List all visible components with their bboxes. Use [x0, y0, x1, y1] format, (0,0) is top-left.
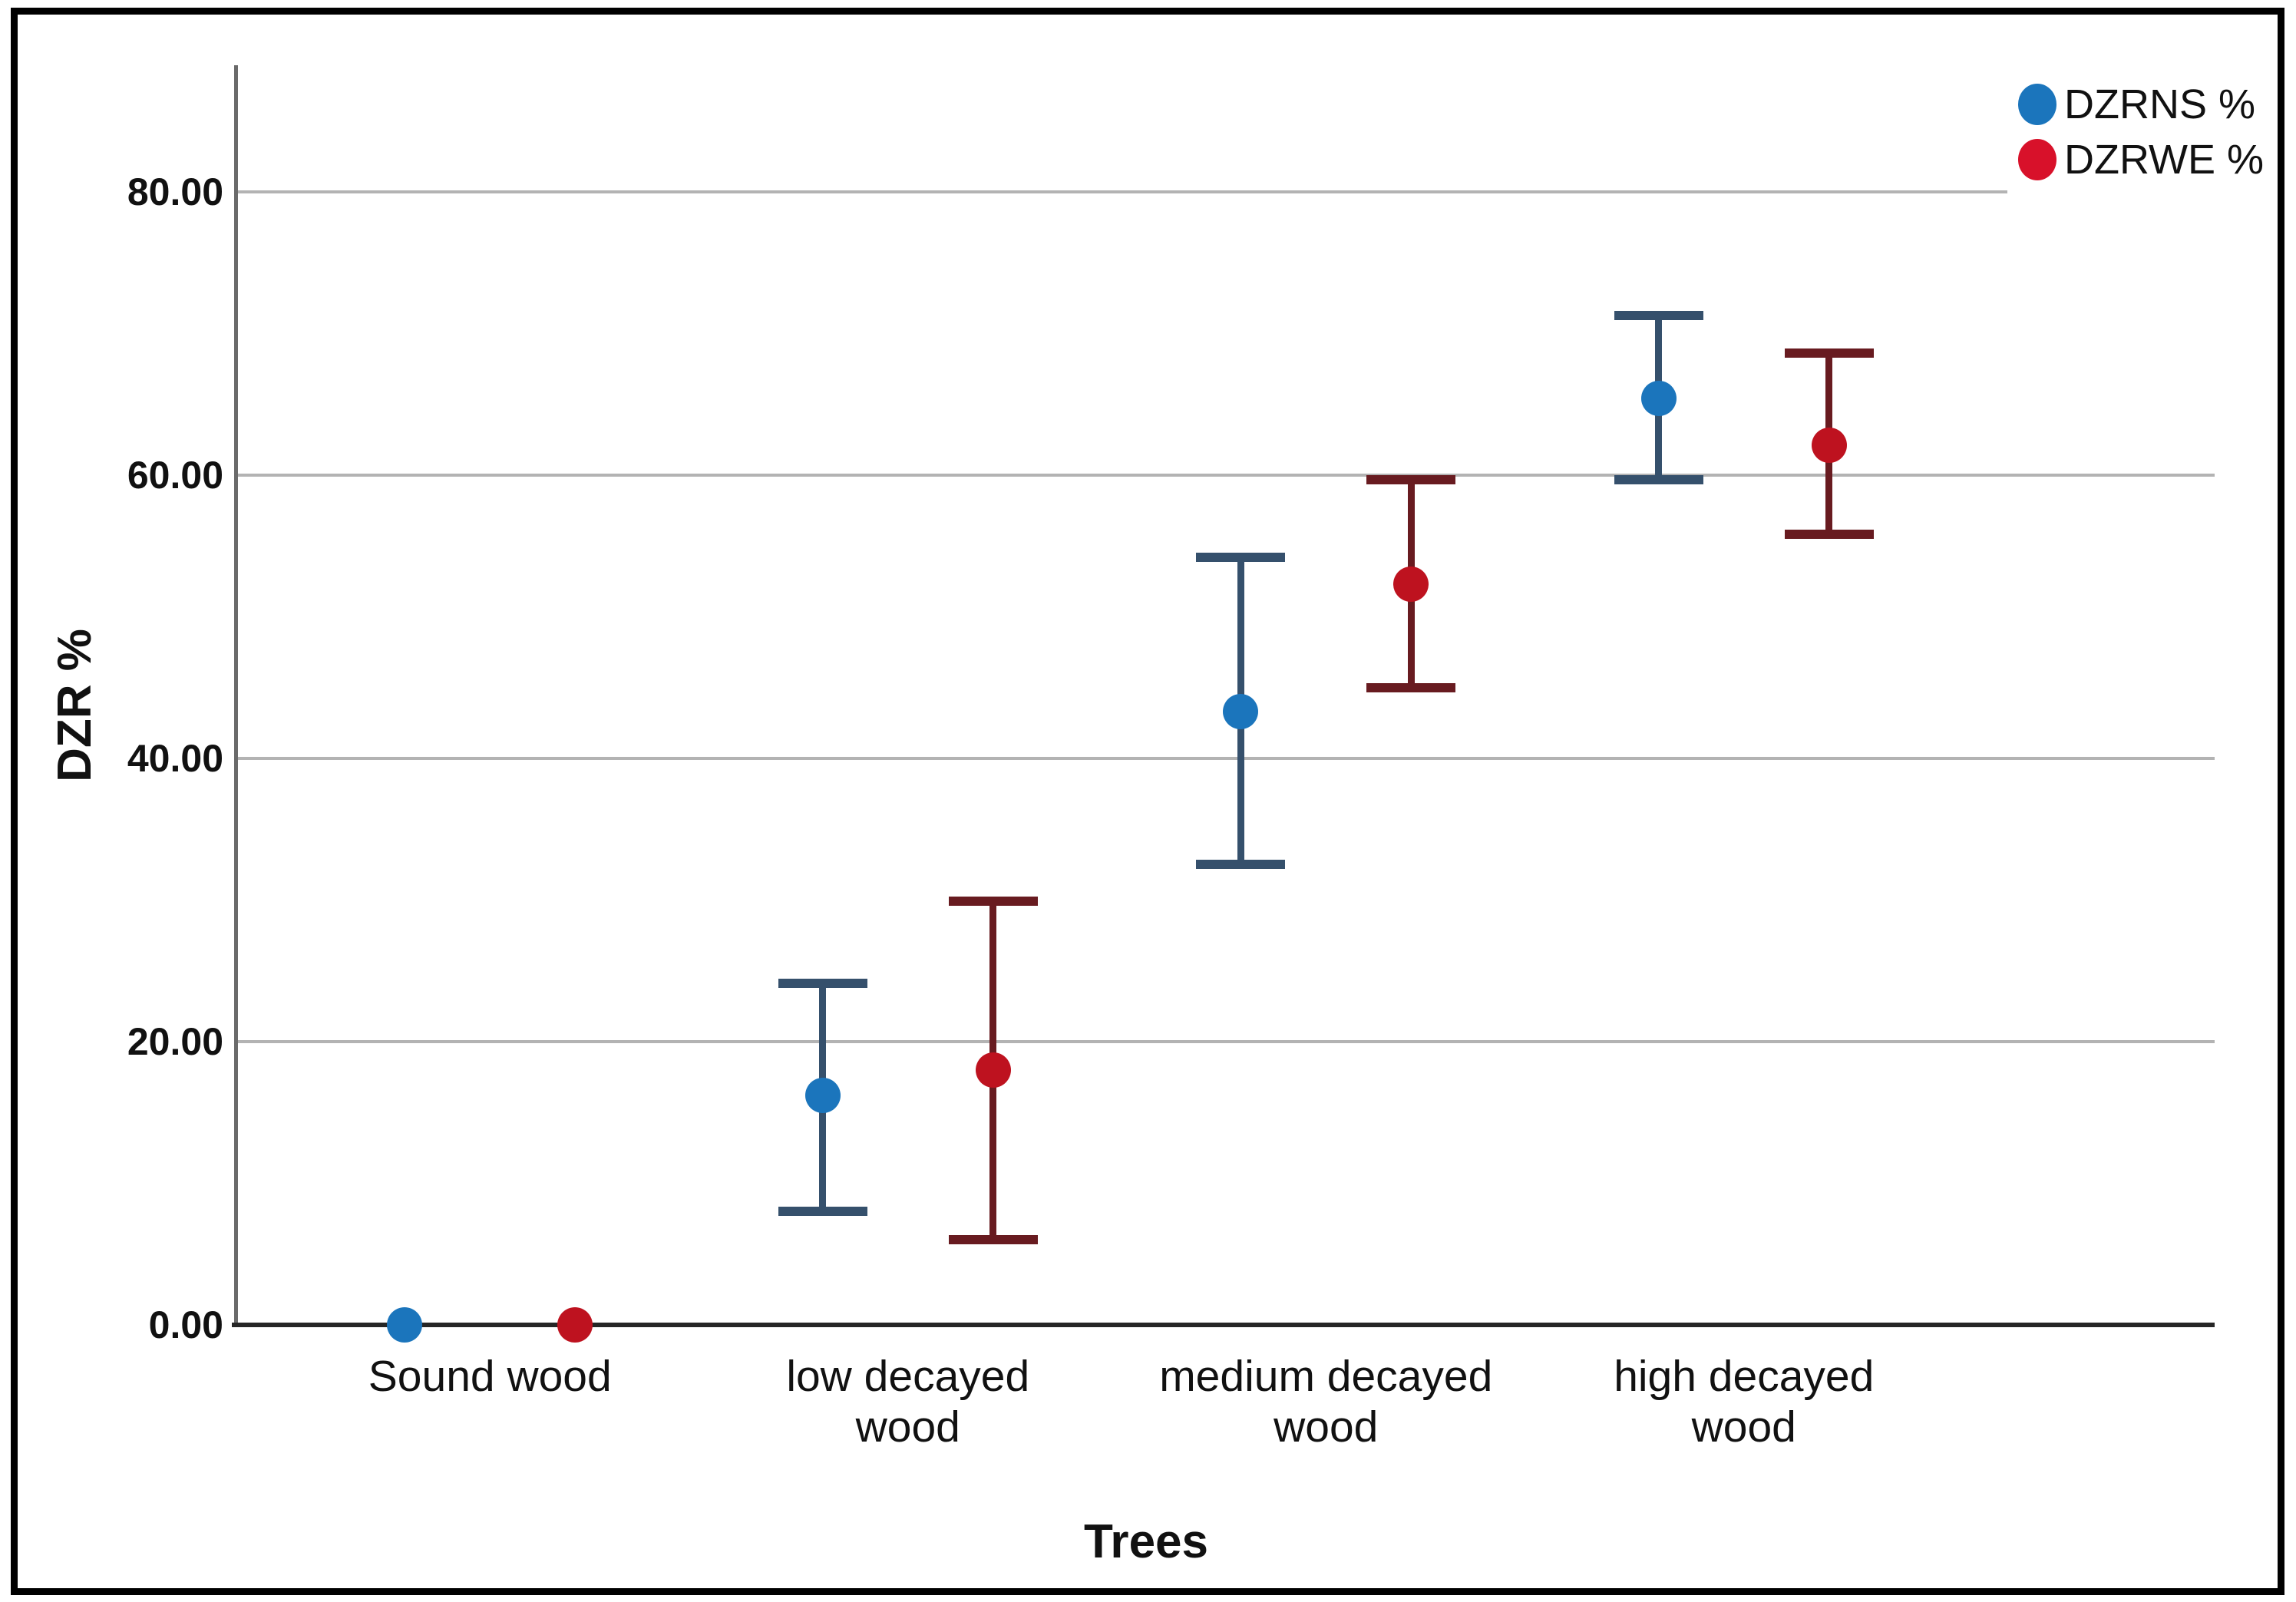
error-bar-cap-bottom-dzrns-high-decayed-wood	[1614, 474, 1703, 484]
legend-entry-dzrns: DZRNS %	[2007, 78, 2275, 131]
x-category-label: Sound wood	[368, 1352, 612, 1401]
data-point-dzrwe-low-decayed-wood	[975, 1052, 1011, 1088]
legend: DZRNS % DZRWE %	[2007, 78, 2275, 205]
gridline-80	[234, 190, 2215, 193]
data-point-dzrns-high-decayed-wood	[1640, 381, 1677, 417]
y-tick-label-20: 20.00	[127, 1020, 223, 1063]
gridline-20	[234, 1040, 2215, 1043]
error-bar-cap-top-dzrns-low-decayed-wood	[778, 979, 867, 989]
y-axis-line	[234, 65, 238, 1327]
x-axis-line	[232, 1323, 2215, 1327]
error-bar-cap-bottom-dzrwe-medium-decayed-wood	[1366, 682, 1456, 692]
error-bar-cap-top-dzrwe-high-decayed-wood	[1784, 348, 1874, 358]
data-point-dzrwe-medium-decayed-wood	[1393, 566, 1429, 603]
data-point-dzrwe-high-decayed-wood	[1811, 428, 1847, 464]
error-bar-cap-top-dzrwe-low-decayed-wood	[948, 897, 1038, 907]
error-bar-cap-top-dzrns-high-decayed-wood	[1614, 310, 1703, 320]
error-bar-cap-bottom-dzrns-low-decayed-wood	[778, 1207, 867, 1217]
x-axis-title: Trees	[1083, 1515, 1209, 1568]
legend-entry-dzrwe: DZRWE %	[2007, 133, 2275, 187]
legend-label-dzrwe: DZRWE %	[2064, 137, 2265, 183]
error-bar-cap-top-dzrns-medium-decayed-wood	[1196, 553, 1286, 562]
figure-frame: 0.00 20.00 40.00 60.00 80.00 Sound wood low de…	[11, 8, 2284, 1595]
y-tick-label-40: 40.00	[127, 737, 223, 780]
y-tick-label-80: 80.00	[127, 170, 223, 213]
x-category-label: medium decayed wood	[1159, 1352, 1493, 1452]
plot-area: 0.00 20.00 40.00 60.00 80.00 Sound wood low de…	[18, 15, 2278, 1588]
error-bar-cap-top-dzrwe-medium-decayed-wood	[1366, 474, 1456, 484]
data-point-dzrwe-sound-wood	[557, 1307, 593, 1343]
x-category-label: low decayed wood	[786, 1352, 1030, 1452]
data-point-dzrns-low-decayed-wood	[804, 1078, 841, 1114]
error-bar-cap-bottom-dzrwe-high-decayed-wood	[1784, 530, 1874, 540]
y-tick-label-0: 0.00	[148, 1303, 223, 1346]
y-tick-label-60: 60.00	[127, 454, 223, 497]
y-axis-title: DZR %	[48, 629, 101, 782]
dzrwe-series-marker-icon	[2018, 139, 2056, 180]
legend-label-dzrns: DZRNS %	[2064, 81, 2256, 127]
error-bar-cap-bottom-dzrns-medium-decayed-wood	[1196, 860, 1286, 870]
x-category-label: high decayed wood	[1614, 1352, 1875, 1452]
gridline-60	[234, 474, 2215, 477]
data-point-dzrns-sound-wood	[387, 1307, 423, 1343]
dzrns-series-marker-icon	[2018, 84, 2056, 125]
error-bar-cap-bottom-dzrwe-low-decayed-wood	[948, 1235, 1038, 1245]
data-point-dzrns-medium-decayed-wood	[1223, 694, 1259, 730]
gridline-40	[234, 757, 2215, 760]
